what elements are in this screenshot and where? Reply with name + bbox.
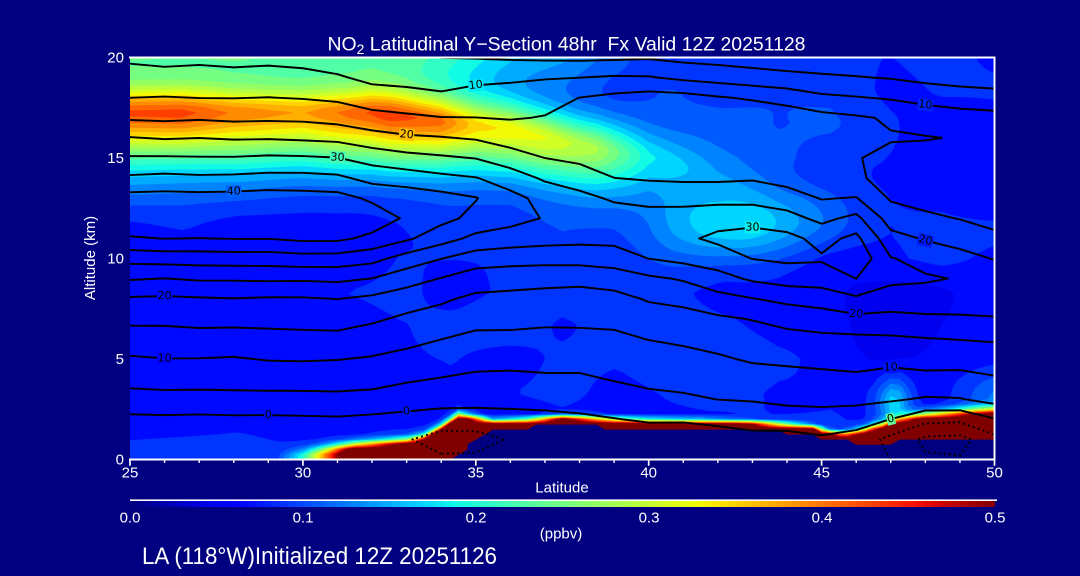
svg-text:0.3: 0.3 <box>639 510 660 527</box>
svg-text:5: 5 <box>116 351 124 368</box>
svg-text:45: 45 <box>813 465 830 482</box>
svg-text:10: 10 <box>107 251 124 268</box>
svg-text:15: 15 <box>107 150 124 167</box>
svg-text:0.4: 0.4 <box>812 510 833 527</box>
svg-text:Altitude (km): Altitude (km) <box>82 216 99 300</box>
svg-text:0.1: 0.1 <box>293 510 314 527</box>
svg-text:0.2: 0.2 <box>466 510 487 527</box>
svg-text:LA (118°W)Initialized 12Z 2025: LA (118°W)Initialized 12Z 20251126 <box>142 543 497 570</box>
svg-text:0.5: 0.5 <box>985 510 1006 527</box>
svg-text:0: 0 <box>116 452 124 469</box>
svg-text:40: 40 <box>640 465 657 482</box>
svg-text:30: 30 <box>295 465 312 482</box>
svg-text:50: 50 <box>986 465 1003 482</box>
svg-text:NO2 Latitudinal Y−Section 48hr: NO2 Latitudinal Y−Section 48hr Fx Valid … <box>328 34 806 58</box>
svg-text:(ppbv): (ppbv) <box>540 526 583 543</box>
svg-text:25: 25 <box>122 465 139 482</box>
svg-text:0.0: 0.0 <box>120 510 141 527</box>
svg-text:20: 20 <box>107 50 124 67</box>
svg-text:35: 35 <box>467 465 484 482</box>
svg-text:Latitude: Latitude <box>535 480 588 497</box>
